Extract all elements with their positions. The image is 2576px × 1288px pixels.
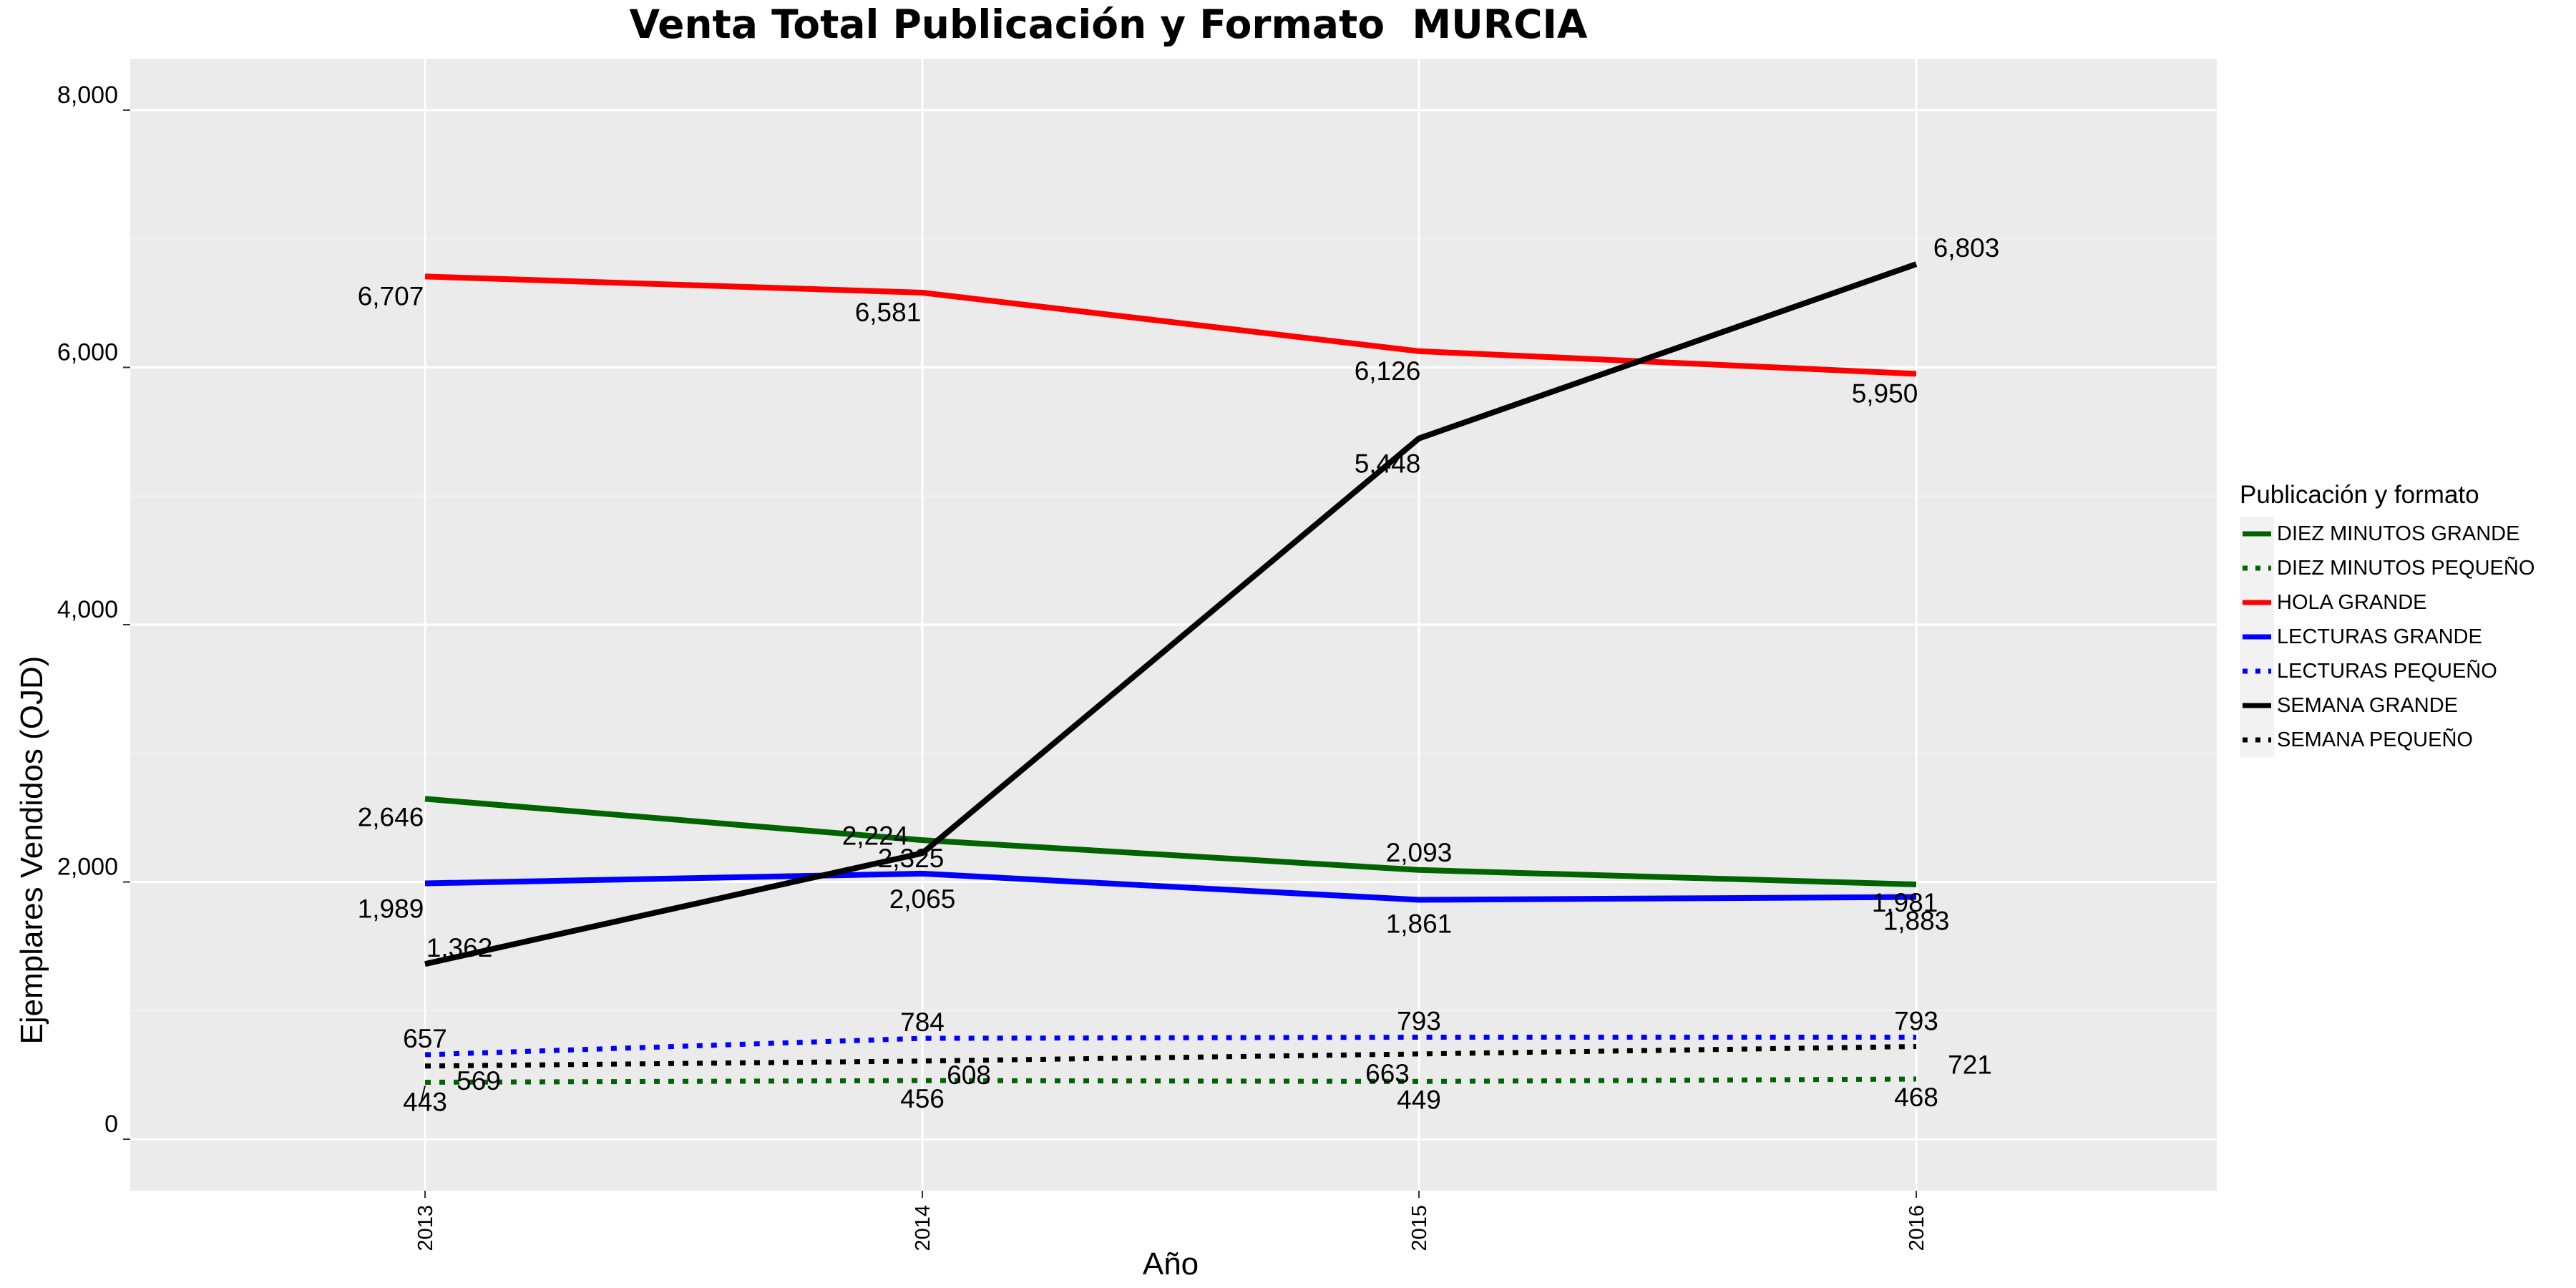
legend-label: LECTURAS PEQUEÑO — [2277, 659, 2497, 683]
data-label: 2,065 — [889, 884, 956, 914]
data-label: 443 — [403, 1087, 447, 1116]
data-label: 1,861 — [1386, 909, 1453, 939]
legend-key — [2240, 517, 2274, 551]
legend-label: HOLA GRANDE — [2277, 590, 2427, 614]
chart-title: Venta Total Publicación y Formato MURCIA — [629, 1, 1588, 47]
legend-item: SEMANA GRANDE — [2240, 688, 2534, 723]
series-line — [424, 796, 1917, 887]
data-label: 2,093 — [1386, 838, 1453, 867]
legend-key — [2240, 723, 2274, 757]
data-label: 5,448 — [1355, 449, 1421, 479]
data-label: 6,803 — [1933, 233, 2000, 263]
legend-item: DIEZ MINUTOS PEQUEÑO — [2240, 551, 2534, 585]
legend-key — [2240, 688, 2274, 723]
data-label: 657 — [403, 1024, 447, 1053]
data-label: 608 — [947, 1060, 991, 1090]
label-leader-line — [420, 1085, 426, 1104]
legend-label: SEMANA GRANDE — [2277, 693, 2458, 717]
series-line — [424, 1044, 1917, 1069]
legend-key — [2240, 620, 2274, 654]
data-label: 456 — [900, 1084, 945, 1113]
data-label: 6,707 — [358, 281, 424, 311]
legend-key — [2240, 585, 2274, 620]
data-label: 1,981 — [1872, 888, 1938, 917]
y-tick-label: 2,000 — [57, 854, 118, 881]
legend: Publicación y formato DIEZ MINUTOS GRAND… — [2240, 481, 2534, 757]
x-tick-label: 2014 — [912, 1205, 935, 1252]
data-label: 468 — [1894, 1083, 1938, 1112]
legend-label: DIEZ MINUTOS GRANDE — [2277, 522, 2520, 545]
data-label: 2,646 — [358, 802, 424, 831]
data-label: 1,362 — [426, 933, 493, 962]
series-line — [424, 261, 1918, 967]
series-line — [424, 1035, 1916, 1058]
x-tick-label: 2015 — [1408, 1205, 1431, 1252]
data-label: 6,581 — [855, 298, 922, 327]
legend-item: SEMANA PEQUEÑO — [2240, 723, 2534, 757]
data-label: 569 — [457, 1066, 501, 1096]
data-label: 1,883 — [1883, 907, 1950, 936]
legend-item: HOLA GRANDE — [2240, 585, 2534, 620]
x-axis-title: Año — [1142, 1246, 1199, 1282]
y-tick-label: 0 — [104, 1111, 118, 1138]
y-tick-label: 6,000 — [57, 338, 118, 366]
legend-item: DIEZ MINUTOS GRANDE — [2240, 517, 2534, 551]
y-tick-label: 4,000 — [57, 596, 118, 623]
legend-label: SEMANA PEQUEÑO — [2277, 728, 2473, 751]
legend-item: LECTURAS GRANDE — [2240, 620, 2534, 654]
data-label: 2,224 — [842, 821, 909, 850]
data-label: 784 — [900, 1008, 945, 1037]
legend-item: LECTURAS PEQUEÑO — [2240, 654, 2534, 688]
legend-label: LECTURAS GRANDE — [2277, 625, 2482, 648]
data-label: 793 — [1894, 1007, 1938, 1036]
legend-title: Publicación y formato — [2240, 481, 2479, 509]
data-label: 663 — [1365, 1059, 1410, 1088]
data-label: 2,325 — [878, 844, 945, 873]
series-line — [424, 273, 1917, 377]
data-label: 721 — [1948, 1050, 1992, 1079]
series-line — [424, 870, 1917, 903]
legend-key — [2240, 551, 2274, 585]
y-tick-label: 8,000 — [57, 82, 118, 109]
data-label: 6,126 — [1355, 356, 1421, 386]
data-label: 5,950 — [1852, 379, 1918, 408]
legend-label: DIEZ MINUTOS PEQUEÑO — [2277, 556, 2535, 580]
legend-key — [2240, 654, 2274, 688]
y-axis-title: Ejemplares Vendidos (OJD) — [14, 655, 49, 1045]
series-line — [424, 1076, 1917, 1085]
x-tick-label: 2016 — [1906, 1205, 1928, 1252]
data-label: 793 — [1397, 1007, 1441, 1036]
x-tick-label: 2013 — [414, 1205, 437, 1252]
data-label: 449 — [1397, 1085, 1441, 1114]
data-label: 1,989 — [358, 894, 424, 924]
